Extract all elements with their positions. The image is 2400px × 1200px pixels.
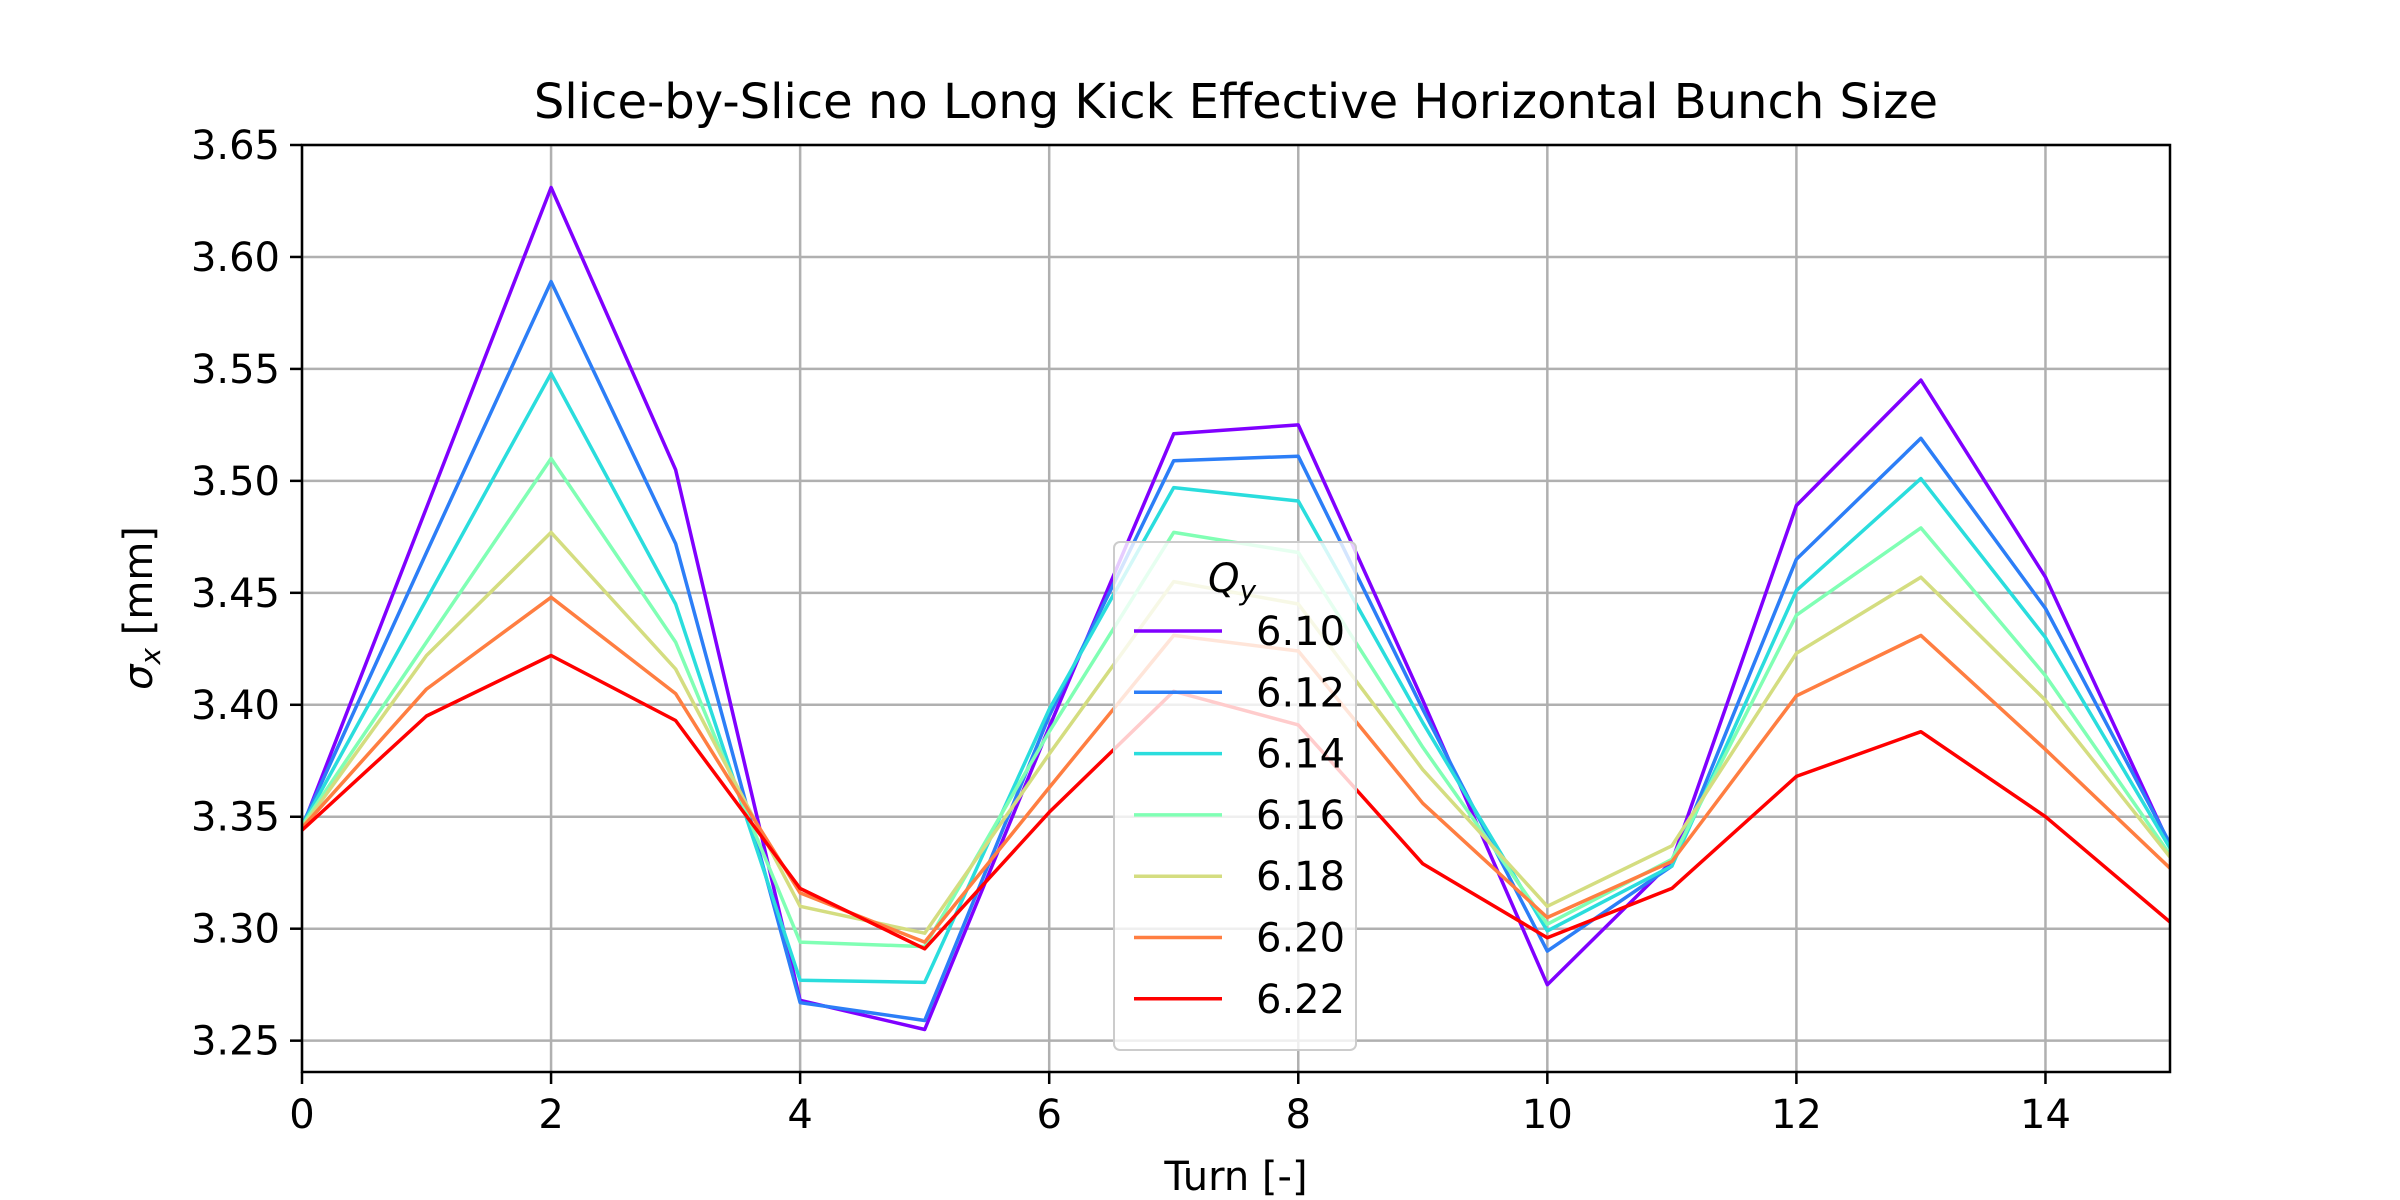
x-tick-label: 4 [787,1092,812,1138]
y-axis-label-unit: [mm] [116,526,162,648]
y-tick-label: 3.40 [191,683,280,729]
x-axis: 0 2 4 6 8 10 12 14 [289,1072,2071,1138]
x-tick-label: 10 [1522,1092,1573,1138]
legend-entry: 6.20 [1256,916,1345,962]
x-tick-label: 6 [1036,1092,1061,1138]
y-axis-label: σx [mm] [116,526,167,690]
legend-entry: 6.10 [1256,609,1345,655]
y-axis-label-subscript: x [134,648,167,666]
y-tick-label: 3.25 [191,1019,280,1065]
x-tick-label: 2 [538,1092,563,1138]
y-tick-label: 3.55 [191,347,280,393]
legend-title: Qy [1208,556,1256,607]
legend-items: 6.10 6.12 6.14 6.16 6.18 6.20 6.22 [1134,609,1345,1023]
legend-entry: 6.18 [1256,854,1345,900]
series-line-6-10 [302,185,2170,1032]
y-tick-label: 3.60 [191,235,280,281]
x-tick-label: 14 [2020,1092,2071,1138]
legend-entry: 6.16 [1256,793,1345,839]
series-line-6-14 [302,371,2170,985]
y-axis: 3.25 3.30 3.35 3.40 3.45 3.50 3.55 3.60 3.65 [191,123,302,1065]
legend-entry: 6.22 [1256,977,1345,1023]
x-tick-label: 0 [289,1092,314,1138]
y-tick-label: 3.45 [191,571,280,617]
series-line-6-12 [302,279,2170,1023]
legend-box [1113,541,1357,1051]
legend-entry: 6.12 [1256,670,1345,716]
legend: Qy 6.10 6.12 6.14 6.16 6.18 6.20 6.22 [1113,541,1357,1051]
y-tick-label: 3.30 [191,907,280,953]
y-tick-label: 3.50 [191,459,280,505]
x-axis-label: Turn [-] [1163,1154,1307,1200]
plot-frame [300,143,2172,1074]
y-axis-label-symbol: σ [116,663,162,690]
x-tick-label: 12 [1771,1092,1822,1138]
y-tick-label: 3.35 [191,795,280,841]
chart-title: Slice-by-Slice no Long Kick Effective Ho… [534,74,1938,130]
legend-title-symbol: Q [1208,556,1239,602]
y-tick-label: 3.65 [191,123,280,169]
x-tick-label: 8 [1286,1092,1311,1138]
legend-entry: 6.14 [1256,732,1345,778]
legend-title-subscript: y [1238,574,1256,607]
